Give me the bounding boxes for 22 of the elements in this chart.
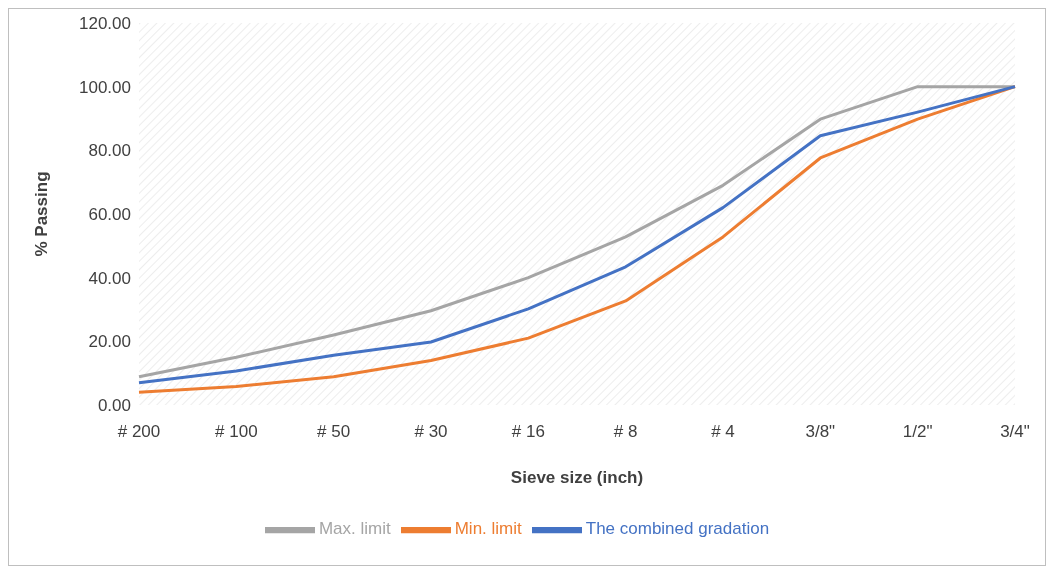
x-tick-label: # 4	[711, 422, 735, 442]
x-tick-label: 1/2"	[902, 422, 933, 442]
y-tick-label: 40.00	[88, 268, 131, 288]
x-tick-label: # 100	[215, 422, 258, 442]
x-tick-label: # 16	[511, 422, 545, 442]
y-tick-label: 60.00	[88, 205, 131, 225]
x-tick-label: # 8	[613, 422, 638, 442]
x-tick-label: # 50	[317, 422, 351, 442]
x-axis-title: Sieve size (inch)	[510, 468, 644, 487]
y-tick-label: 80.00	[88, 141, 131, 161]
y-axis-title: % Passing	[32, 171, 52, 257]
legend-label: Min. limit	[454, 519, 522, 539]
x-tick-label: 3/8"	[805, 422, 836, 442]
legend-label: The combined gradation	[585, 519, 770, 539]
x-tick-label: # 30	[414, 422, 448, 442]
legend-label: Max. limit	[318, 519, 391, 539]
x-tick-label: # 200	[117, 422, 161, 442]
y-tick-label: 120.00	[79, 14, 131, 34]
x-tick-label: 3/4"	[1000, 422, 1030, 442]
y-tick-label: 20.00	[88, 332, 131, 352]
y-tick-label: 0.00	[97, 396, 131, 416]
y-tick-label: 100.00	[79, 77, 131, 97]
